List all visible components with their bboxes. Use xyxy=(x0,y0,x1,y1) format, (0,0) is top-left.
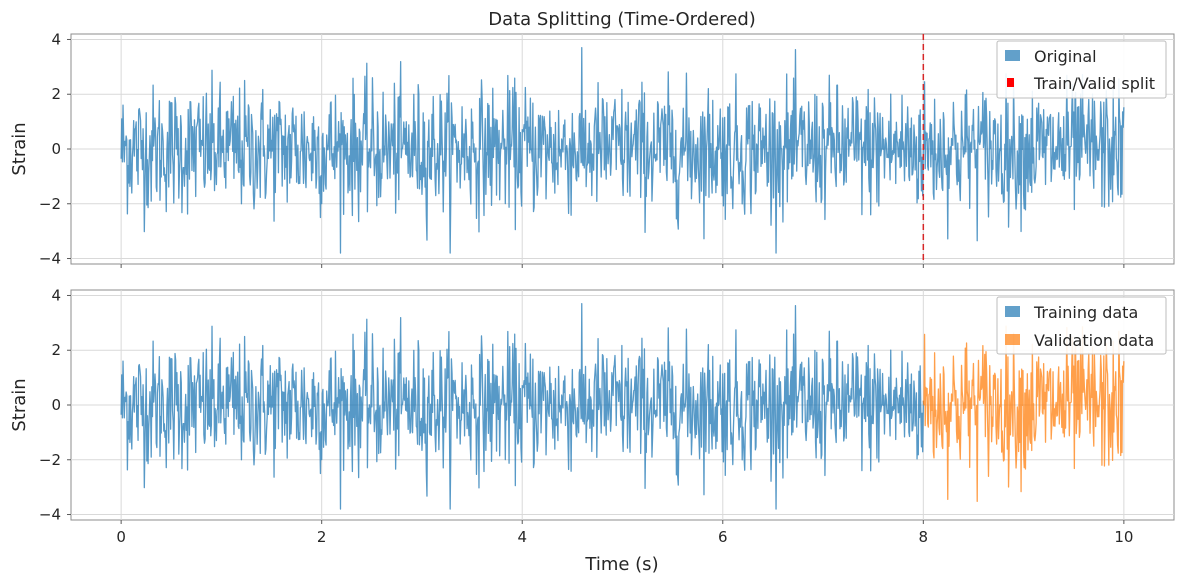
legend-swatch-validation xyxy=(1005,334,1020,345)
y-tick-label: −4 xyxy=(39,506,61,524)
chart-title: Data Splitting (Time-Ordered) xyxy=(488,9,756,30)
bottom-legend: Training data Validation data xyxy=(996,296,1167,355)
legend-label-split: Train/Valid split xyxy=(1033,74,1155,93)
y-tick-label: 4 xyxy=(51,30,61,48)
x-tick-label: 8 xyxy=(919,528,929,546)
y-tick-label: 0 xyxy=(51,396,61,414)
top-y-axis-label: Strain xyxy=(9,122,30,175)
x-tick-label: 4 xyxy=(517,528,527,546)
top-legend: Original Train/Valid split xyxy=(996,40,1167,99)
y-tick-label: 2 xyxy=(51,341,61,359)
legend-label-validation: Validation data xyxy=(1034,331,1154,350)
x-tick-label: 6 xyxy=(718,528,728,546)
signal-line-validation-data xyxy=(922,325,1125,502)
top-panel: −4 −2 0 2 4 Strain Original Train/Valid spli… xyxy=(9,30,1175,268)
y-tick-label: −2 xyxy=(39,195,61,213)
y-tick-label: 4 xyxy=(51,286,61,304)
y-tick-label: 2 xyxy=(51,85,61,103)
y-tick-label: −4 xyxy=(39,250,61,268)
bottom-panel: 0 2 4 6 8 10 −4 −2 0 2 4 Strain Time (s) Training … xyxy=(9,286,1175,575)
signal-line-original xyxy=(120,47,1125,254)
x-tick-label: 2 xyxy=(317,528,327,546)
legend-swatch-training xyxy=(1005,306,1020,317)
bottom-ticks: 0 2 4 6 8 10 −4 −2 0 2 4 xyxy=(39,286,1134,546)
y-tick-label: −2 xyxy=(39,451,61,469)
signal-line-training-data xyxy=(120,303,924,510)
top-legend-box xyxy=(996,40,1167,99)
x-axis-label: Time (s) xyxy=(584,554,658,575)
bottom-signal xyxy=(120,303,1125,510)
y-tick-label: 0 xyxy=(51,140,61,158)
bottom-legend-box xyxy=(996,296,1167,355)
legend-swatch-original xyxy=(1005,50,1020,61)
top-signal xyxy=(120,34,1125,264)
x-tick-label: 0 xyxy=(116,528,126,546)
top-ticks: −4 −2 0 2 4 xyxy=(39,30,1125,268)
legend-swatch-split xyxy=(1007,78,1014,87)
bottom-y-axis-label: Strain xyxy=(9,378,30,431)
legend-label-original: Original xyxy=(1034,47,1097,66)
x-tick-label: 10 xyxy=(1114,528,1133,546)
legend-label-training: Training data xyxy=(1033,303,1138,322)
